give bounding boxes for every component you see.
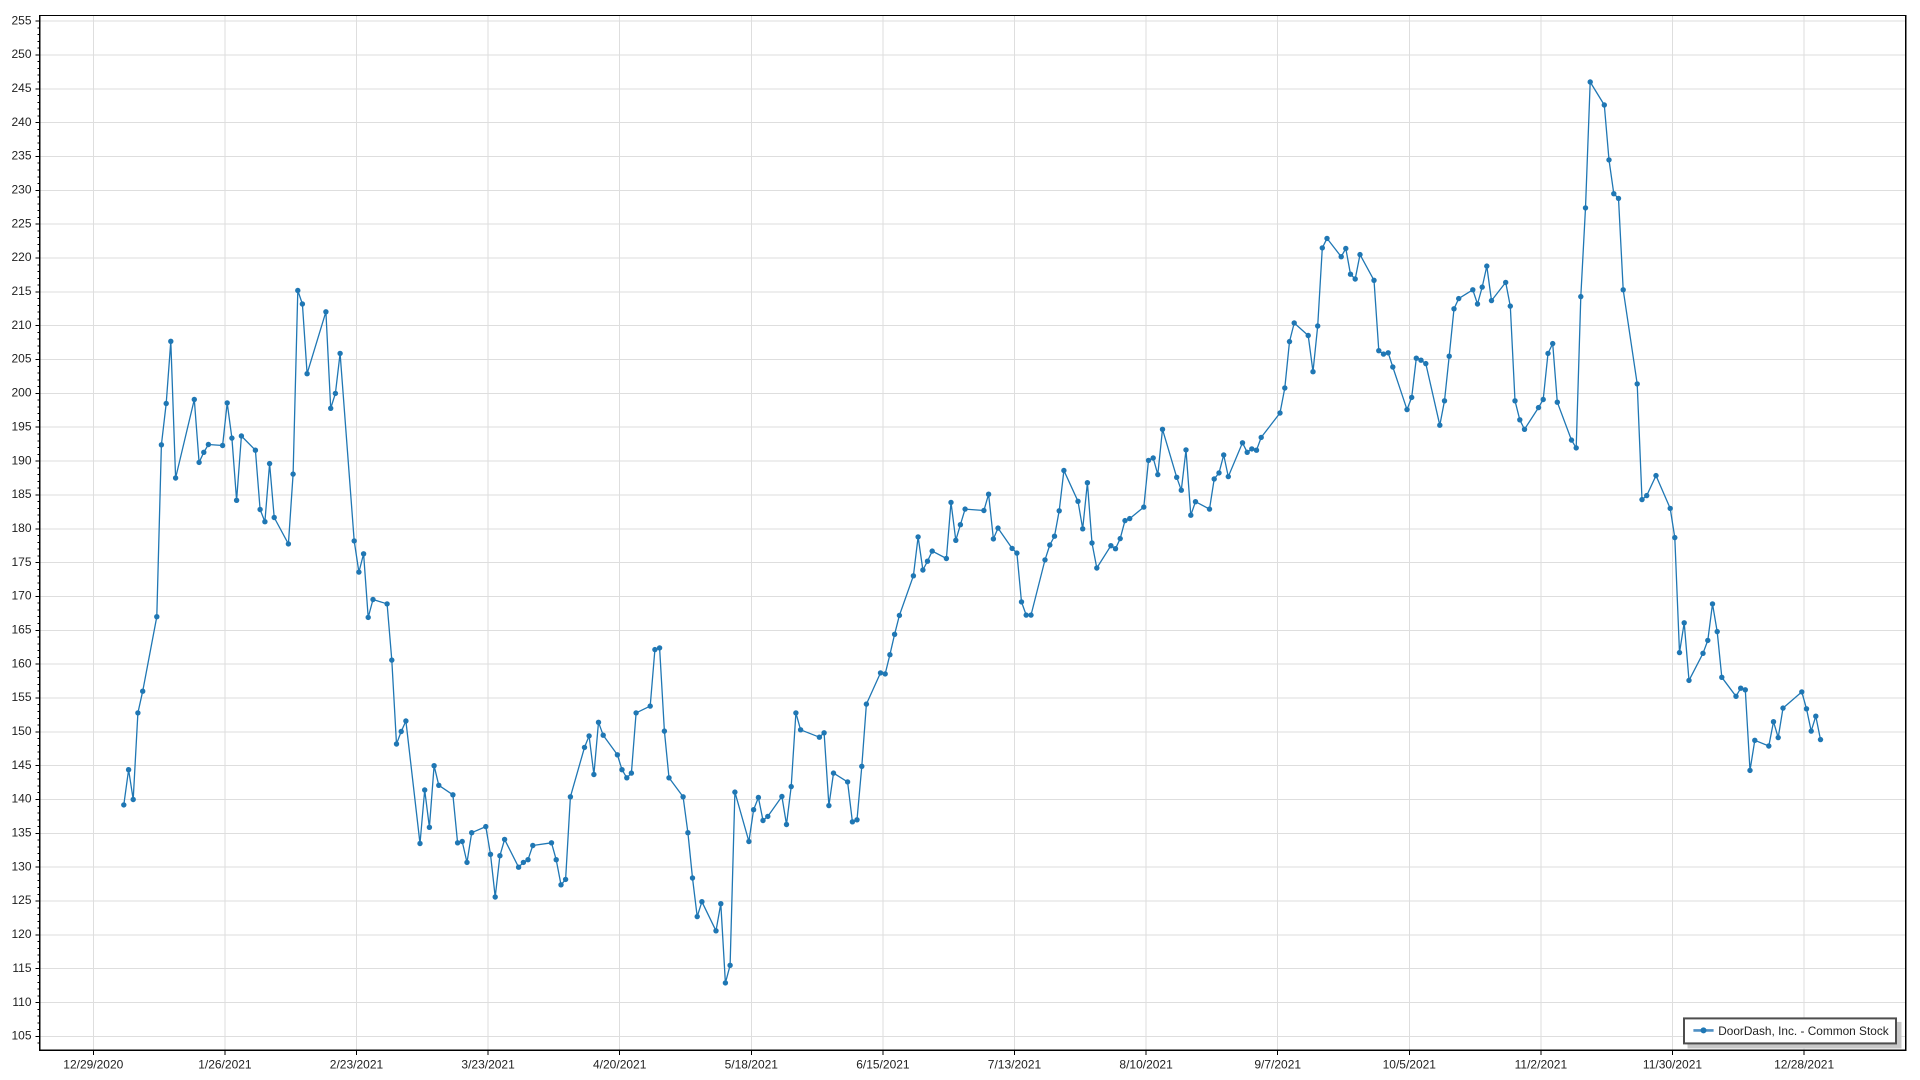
svg-text:115: 115 bbox=[12, 961, 31, 975]
svg-text:10/5/2021: 10/5/2021 bbox=[1383, 1058, 1437, 1072]
svg-text:170: 170 bbox=[11, 589, 31, 603]
svg-text:210: 210 bbox=[11, 318, 31, 332]
svg-text:135: 135 bbox=[11, 826, 31, 840]
svg-text:150: 150 bbox=[11, 724, 31, 738]
svg-text:2/23/2021: 2/23/2021 bbox=[330, 1058, 384, 1072]
svg-text:255: 255 bbox=[11, 13, 31, 27]
svg-text:12/28/2021: 12/28/2021 bbox=[1774, 1058, 1834, 1072]
svg-text:225: 225 bbox=[11, 216, 31, 230]
svg-text:11/30/2021: 11/30/2021 bbox=[1643, 1058, 1702, 1072]
svg-text:185: 185 bbox=[11, 487, 31, 501]
svg-text:130: 130 bbox=[11, 859, 31, 873]
svg-text:215: 215 bbox=[11, 284, 31, 298]
svg-text:105: 105 bbox=[11, 1029, 31, 1043]
svg-text:200: 200 bbox=[11, 386, 31, 400]
svg-text:195: 195 bbox=[11, 419, 31, 433]
svg-text:240: 240 bbox=[11, 115, 31, 129]
svg-text:120: 120 bbox=[11, 927, 31, 941]
svg-text:1/26/2021: 1/26/2021 bbox=[198, 1058, 252, 1072]
svg-text:3/23/2021: 3/23/2021 bbox=[461, 1058, 515, 1072]
svg-text:11/2/2021: 11/2/2021 bbox=[1515, 1058, 1568, 1072]
svg-text:12/29/2020: 12/29/2020 bbox=[63, 1058, 123, 1072]
svg-text:180: 180 bbox=[11, 521, 31, 535]
svg-text:110: 110 bbox=[12, 995, 31, 1009]
svg-text:125: 125 bbox=[11, 893, 31, 907]
svg-text:190: 190 bbox=[11, 453, 31, 467]
svg-text:155: 155 bbox=[11, 690, 31, 704]
svg-text:8/10/2021: 8/10/2021 bbox=[1119, 1058, 1173, 1072]
svg-text:205: 205 bbox=[11, 352, 31, 366]
svg-text:250: 250 bbox=[11, 47, 31, 61]
svg-text:145: 145 bbox=[11, 758, 31, 772]
svg-text:235: 235 bbox=[11, 149, 31, 163]
svg-text:DoorDash, Inc. - Common Stock: DoorDash, Inc. - Common Stock bbox=[1718, 1024, 1889, 1038]
svg-text:165: 165 bbox=[11, 623, 31, 637]
svg-text:230: 230 bbox=[11, 183, 31, 197]
svg-text:7/13/2021: 7/13/2021 bbox=[988, 1058, 1042, 1072]
svg-text:220: 220 bbox=[11, 250, 31, 264]
svg-text:5/18/2021: 5/18/2021 bbox=[725, 1058, 779, 1072]
svg-text:4/20/2021: 4/20/2021 bbox=[593, 1058, 647, 1072]
svg-text:245: 245 bbox=[11, 81, 31, 95]
svg-text:160: 160 bbox=[11, 656, 31, 670]
svg-text:9/7/2021: 9/7/2021 bbox=[1254, 1058, 1301, 1072]
svg-text:175: 175 bbox=[11, 555, 31, 569]
svg-text:6/15/2021: 6/15/2021 bbox=[856, 1058, 910, 1072]
svg-text:140: 140 bbox=[11, 792, 31, 806]
